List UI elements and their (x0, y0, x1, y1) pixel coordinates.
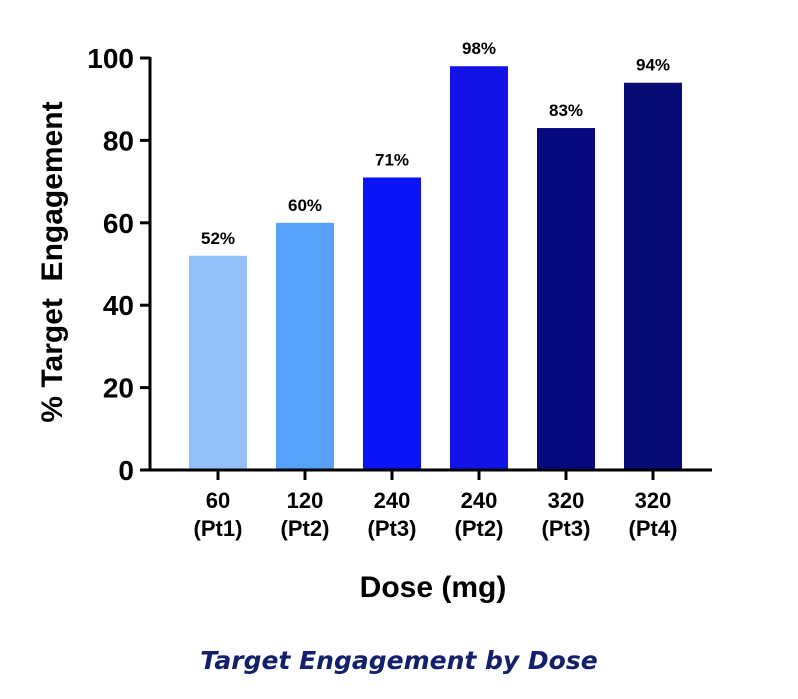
y-tick-label: 100 (87, 43, 134, 74)
y-tick-label: 0 (118, 455, 134, 486)
bar (276, 222, 334, 470)
x-tick-label: 120 (287, 488, 324, 513)
bar (450, 66, 508, 471)
bar (189, 255, 247, 470)
bar (363, 177, 421, 471)
x-tick-label: 320 (548, 488, 585, 513)
data-label: 52% (201, 229, 235, 248)
x-tick-label: (Pt4) (629, 516, 678, 541)
x-tick-label: 240 (461, 488, 498, 513)
data-label: 71% (375, 150, 409, 169)
data-label: 98% (462, 39, 496, 58)
data-label: 60% (288, 196, 322, 215)
chart-caption: Target Engagement by Dose (200, 646, 598, 675)
x-axis-title: Dose (mg) (360, 571, 507, 604)
data-label: 83% (549, 101, 583, 120)
data-label: 94% (636, 56, 670, 75)
y-tick-label: 80 (103, 125, 134, 156)
x-tick-label: 240 (374, 488, 411, 513)
data-labels-group: 52% 60% 71% 98% 83% 94% (201, 39, 670, 248)
bar (624, 82, 682, 470)
y-axis-title: % Target Engagement (36, 101, 69, 422)
y-tick-label: 20 (103, 373, 134, 404)
bars-group (189, 66, 682, 471)
x-tick-label: 320 (635, 488, 672, 513)
x-tick-label: (Pt2) (281, 516, 330, 541)
x-tick-label: (Pt2) (455, 516, 504, 541)
x-tick-label: (Pt3) (542, 516, 591, 541)
y-axis-ticks: 0 20 40 60 80 100 (87, 43, 150, 486)
y-tick-label: 60 (103, 208, 134, 239)
x-axis-ticks: 60 (Pt1) 120 (Pt2) 240 (Pt3) 240 (Pt2) 320 (Pt3) 3… (194, 470, 678, 541)
x-tick-label: (Pt1) (194, 516, 243, 541)
x-tick-label: 60 (206, 488, 230, 513)
bar (537, 128, 595, 471)
y-tick-label: 40 (103, 290, 134, 321)
x-tick-label: (Pt3) (368, 516, 417, 541)
